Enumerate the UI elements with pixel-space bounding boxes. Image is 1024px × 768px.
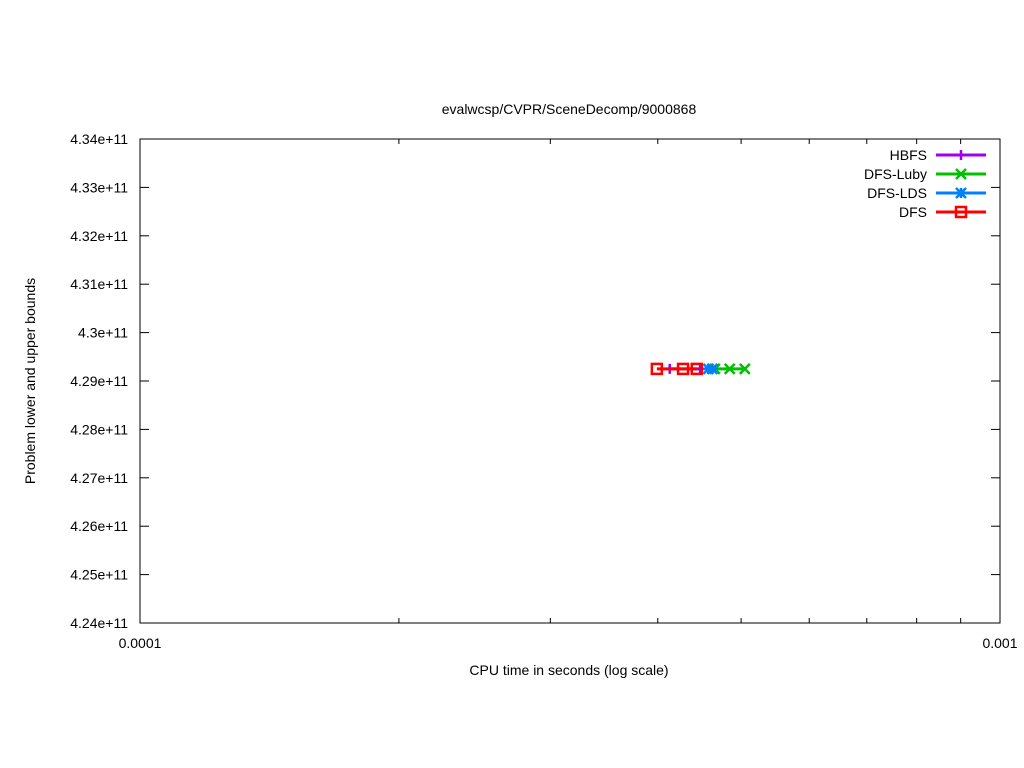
series-dfs-lds xyxy=(702,363,719,375)
y-tick-label: 4.25e+11 xyxy=(70,567,128,583)
legend: HBFS DFS-Luby DFS-LDS DFS xyxy=(864,147,986,220)
cross-marker xyxy=(738,363,751,375)
y-axis-label: Problem lower and upper bounds xyxy=(22,278,38,484)
y-tick-label: 4.33e+11 xyxy=(70,179,128,195)
y-tick-label: 4.32e+11 xyxy=(70,228,128,244)
star-marker xyxy=(706,363,719,375)
legend-label: DFS-Luby xyxy=(864,166,927,182)
square-marker xyxy=(650,362,664,376)
square-marker xyxy=(676,362,690,376)
y-tick-label: 4.3e+11 xyxy=(78,325,128,341)
cross-marker xyxy=(723,363,736,375)
axis-ticks: 4.24e+11 4.25e+11 4.26e+11 4.27e+11 4.28e+11… xyxy=(70,131,1017,651)
square-marker xyxy=(690,362,703,376)
star-marker xyxy=(955,187,967,199)
series-dfs xyxy=(650,362,703,376)
cross-marker xyxy=(955,168,967,180)
y-tick-label: 4.26e+11 xyxy=(70,518,128,534)
legend-label: HBFS xyxy=(890,147,927,163)
y-tick-label: 4.24e+11 xyxy=(70,615,128,631)
legend-label: DFS-LDS xyxy=(867,185,927,201)
y-tick-label: 4.31e+11 xyxy=(70,276,128,292)
plus-marker xyxy=(956,150,966,160)
chart-title: evalwcsp/CVPR/SceneDecomp/9000868 xyxy=(442,101,697,117)
y-tick-label: 4.34e+11 xyxy=(70,131,128,147)
square-marker xyxy=(954,205,968,219)
x-axis-label: CPU time in seconds (log scale) xyxy=(469,662,668,678)
y-tick-label: 4.27e+11 xyxy=(70,470,128,486)
x-tick-label: 0.0001 xyxy=(119,635,162,651)
y-tick-label: 4.29e+11 xyxy=(70,373,128,389)
y-tick-label: 4.28e+11 xyxy=(70,421,128,437)
plot-frame xyxy=(139,138,1001,624)
x-tick-label: 0.001 xyxy=(982,635,1017,651)
series-layer xyxy=(650,362,751,376)
legend-label: DFS xyxy=(899,204,927,220)
